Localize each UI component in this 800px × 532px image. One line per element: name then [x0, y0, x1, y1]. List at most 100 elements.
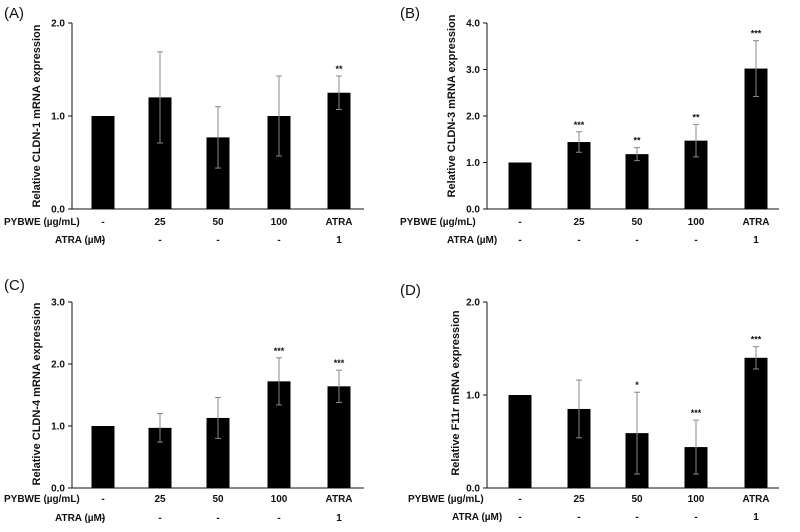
y-tick-label: 3.0 [51, 298, 65, 309]
row-label-atra-a: ATRA (µM) [55, 235, 105, 246]
atra-row-label: - [635, 235, 638, 246]
significance-label: *** [691, 408, 702, 418]
significance-label: *** [751, 335, 762, 345]
y-tick-label: 2.0 [466, 112, 480, 123]
category-label: 50 [631, 494, 643, 505]
row-label-pybwe-b: PYBWE (µg/mL) [400, 217, 476, 228]
panel-c: (C) Relative CLDN-4 mRNA expression PYBW… [4, 277, 364, 524]
category-label: - [518, 217, 521, 228]
atra-row-label: - [694, 512, 697, 523]
bar [567, 142, 591, 209]
atra-row-label: - [694, 235, 697, 246]
y-tick-label: 2.0 [51, 360, 65, 371]
atra-row-label: - [577, 235, 580, 246]
y-tick-label: 0.0 [51, 484, 65, 495]
atra-row-label: - [577, 512, 580, 523]
bar [567, 408, 591, 488]
category-label: 25 [154, 217, 166, 228]
category-label: 100 [688, 494, 705, 505]
y-axis-label-a: Relative CLDN-1 mRNA expression [31, 24, 43, 207]
panel-a: (A) Relative CLDN-1 mRNA expression PYBW… [4, 5, 364, 246]
atra-row-label: - [635, 512, 638, 523]
bar [684, 140, 708, 209]
significance-label: *** [334, 358, 345, 368]
category-label: - [518, 494, 521, 505]
atra-row-label: 1 [336, 513, 342, 524]
atra-row-label: 1 [753, 235, 759, 246]
atra-row-label: - [101, 235, 104, 246]
atra-row-label: - [158, 235, 161, 246]
category-label: 100 [271, 217, 288, 228]
category-label: 100 [271, 494, 288, 505]
row-label-pybwe-d: PYBWE (µg/mL) [408, 494, 484, 505]
category-label: ATRA [742, 494, 769, 505]
atra-row-label: - [158, 513, 161, 524]
y-tick-label: 3.0 [466, 65, 480, 76]
y-tick-label: 1.0 [466, 158, 480, 169]
bar [327, 92, 351, 209]
bar [91, 426, 115, 488]
bar [206, 417, 230, 488]
row-label-atra-d: ATRA (µM) [452, 512, 502, 523]
significance-label: *** [751, 29, 762, 39]
panel-b: (B) Relative CLDN-3 mRNA expression PYBW… [400, 5, 779, 246]
y-tick-label: 0.0 [51, 205, 65, 216]
panel-label-d: (D) [400, 282, 421, 299]
panel-label-b: (B) [400, 5, 420, 22]
y-tick-label: 1.0 [51, 112, 65, 123]
category-label: - [101, 217, 104, 228]
significance-label: *** [574, 120, 585, 130]
row-label-atra-b: ATRA (µM) [447, 235, 497, 246]
category-label: 50 [212, 494, 224, 505]
category-label: - [101, 494, 104, 505]
bar [744, 68, 768, 209]
y-axis-label-b: Relative CLDN-3 mRNA expression [446, 14, 458, 197]
atra-row-label: - [277, 513, 280, 524]
significance-label: ** [692, 112, 700, 122]
y-tick-label: 2.0 [466, 298, 480, 309]
bar [508, 162, 532, 209]
y-axis-label-c: Relative CLDN-4 mRNA expression [31, 302, 43, 485]
atra-row-label: - [101, 513, 104, 524]
bar [327, 386, 351, 488]
bar [91, 116, 115, 209]
panel-label-c: (C) [4, 277, 25, 294]
bar [267, 381, 291, 488]
atra-row-label: - [216, 513, 219, 524]
atra-row-label: 1 [336, 235, 342, 246]
bar [508, 395, 532, 488]
row-label-atra-c: ATRA (µM) [55, 513, 105, 524]
atra-row-label: 1 [753, 512, 759, 523]
category-label: 100 [688, 217, 705, 228]
atra-row-label: - [518, 235, 521, 246]
category-label: ATRA [325, 494, 352, 505]
atra-row-label: - [518, 512, 521, 523]
y-axis-label-d: Relative F11r mRNA expression [450, 310, 462, 476]
atra-row-label: - [216, 235, 219, 246]
significance-label: * [635, 380, 639, 390]
y-tick-label: 4.0 [466, 19, 480, 30]
category-label: 50 [212, 217, 224, 228]
significance-label: *** [274, 346, 285, 356]
panel-label-a: (A) [4, 5, 24, 22]
category-label: ATRA [742, 217, 769, 228]
y-tick-label: 0.0 [466, 205, 480, 216]
bar [148, 97, 172, 209]
y-tick-label: 1.0 [466, 391, 480, 402]
category-label: 50 [631, 217, 643, 228]
row-label-pybwe-a: PYBWE (µg/mL) [4, 217, 80, 228]
atra-row-label: - [277, 235, 280, 246]
category-label: ATRA [325, 217, 352, 228]
y-tick-label: 1.0 [51, 422, 65, 433]
bar [148, 427, 172, 488]
bar [206, 137, 230, 209]
category-label: 25 [573, 494, 585, 505]
panel-d: (D) Relative F11r mRNA expression PYBWE … [400, 282, 779, 523]
row-label-pybwe-c: PYBWE (µg/mL) [4, 494, 80, 505]
category-label: 25 [154, 494, 166, 505]
bar [744, 357, 768, 488]
category-label: 25 [573, 217, 585, 228]
significance-label: ** [633, 136, 641, 146]
y-tick-label: 0.0 [466, 484, 480, 495]
